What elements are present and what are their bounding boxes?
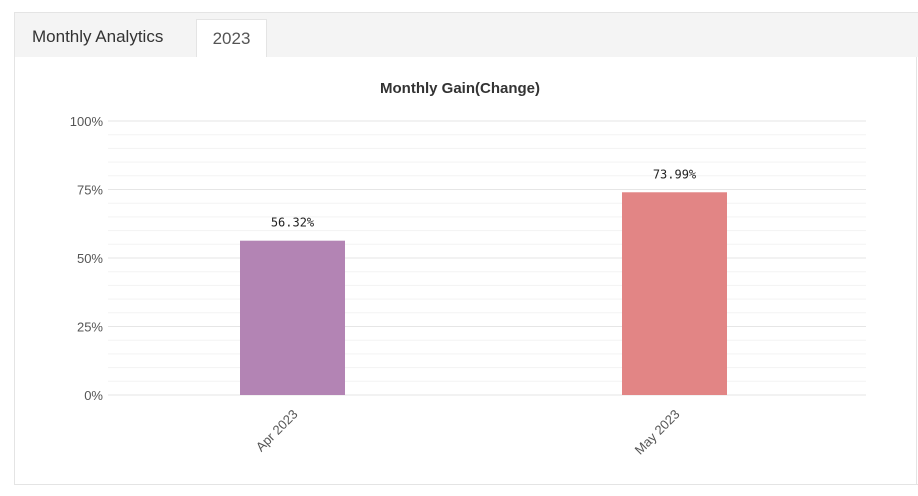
y-tick-label: 25% bbox=[77, 320, 103, 335]
tab-bar: Monthly Analytics 2023 bbox=[14, 12, 918, 59]
x-tick-label: May 2023 bbox=[632, 407, 683, 458]
bar-may-2023[interactable] bbox=[622, 192, 727, 395]
bars bbox=[240, 192, 727, 395]
y-tick-label: 100% bbox=[70, 114, 104, 129]
x-tick-label: Apr 2023 bbox=[253, 407, 301, 455]
chart-title: Monthly Gain(Change) bbox=[380, 80, 540, 97]
bar-apr-2023[interactable] bbox=[240, 240, 345, 395]
y-tick-label: 0% bbox=[84, 388, 103, 403]
panel-border bbox=[916, 57, 917, 485]
data-label: 56.32% bbox=[271, 216, 315, 230]
y-tick-label: 50% bbox=[77, 251, 103, 266]
data-label: 73.99% bbox=[653, 167, 697, 181]
tab-year-2023[interactable]: 2023 bbox=[196, 19, 267, 59]
chart-panel bbox=[14, 57, 918, 485]
grid-lines bbox=[108, 120, 866, 396]
y-tick-label: 75% bbox=[77, 183, 103, 198]
tab-monthly-analytics[interactable]: Monthly Analytics bbox=[32, 27, 164, 46]
